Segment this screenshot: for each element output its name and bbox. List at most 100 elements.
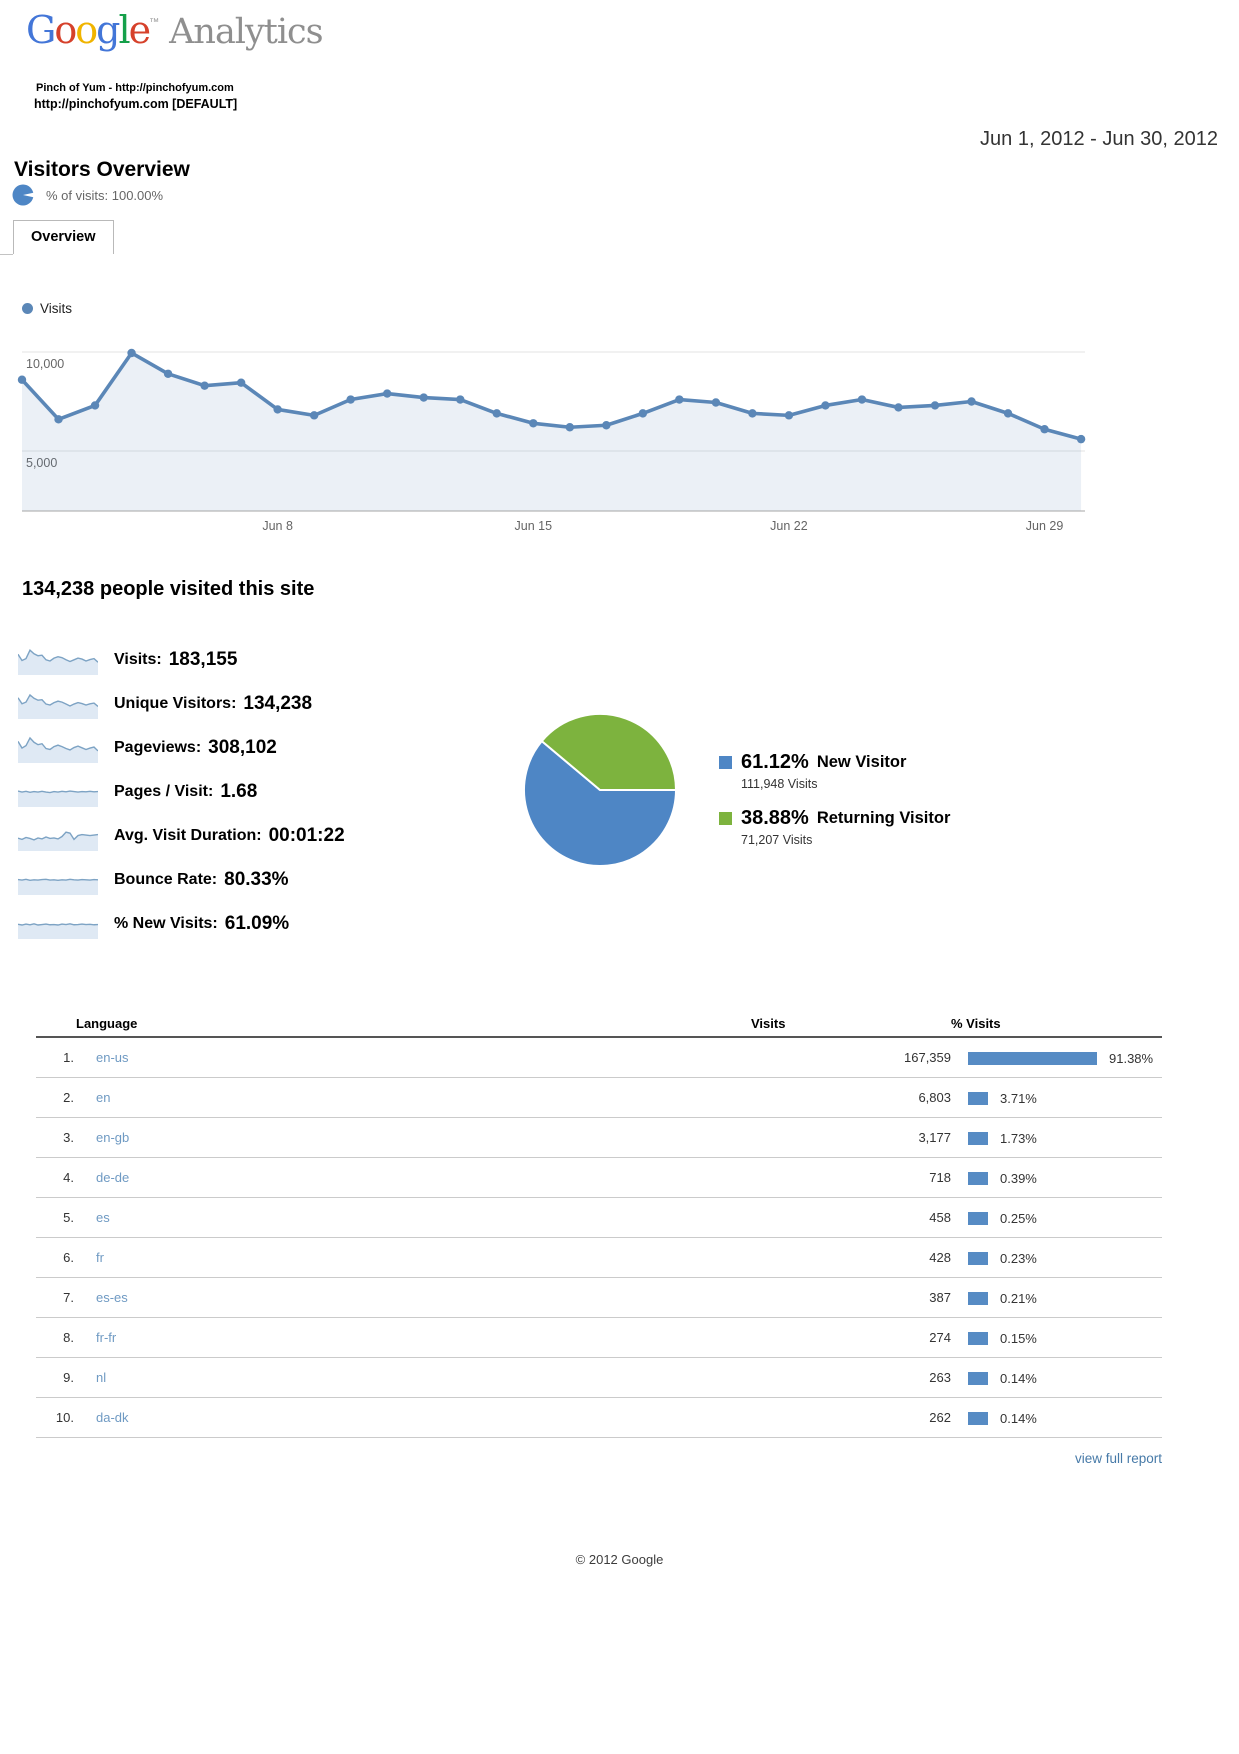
table-row: 9. nl 263 0.14% bbox=[36, 1357, 1162, 1398]
language-table: Language Visits % Visits 1. en-us 167,359 9… bbox=[36, 1010, 1162, 1438]
row-rank: 5. bbox=[36, 1197, 76, 1238]
row-rank: 8. bbox=[36, 1317, 76, 1358]
x-axis-tick: Jun 8 bbox=[262, 519, 293, 533]
data-point bbox=[748, 409, 757, 418]
returning-visitor-swatch-icon bbox=[719, 812, 732, 825]
metric-row: Visits: 183,155 bbox=[18, 645, 345, 675]
view-full-report-link[interactable]: view full report bbox=[1074, 1451, 1162, 1466]
legend-item-returning-visitor: 38.88% Returning Visitor 71,207 Visits bbox=[719, 807, 950, 847]
copyright: © 2012 Google bbox=[575, 1552, 664, 1567]
sparkline-chart bbox=[18, 790, 98, 807]
row-rank: 1. bbox=[36, 1037, 76, 1078]
table-row: 1. en-us 167,359 91.38% bbox=[36, 1037, 1162, 1078]
row-rank: 3. bbox=[36, 1117, 76, 1158]
metric-label: Visits: bbox=[114, 651, 162, 668]
returning-visitor-label: Returning Visitor bbox=[816, 809, 951, 827]
metric-value: 183,155 bbox=[168, 649, 238, 670]
visits-bar bbox=[968, 1131, 988, 1145]
language-link[interactable]: en-gb bbox=[96, 1130, 130, 1145]
metric-row: Unique Visitors: 134,238 bbox=[18, 689, 345, 719]
trademark-mark: ™ bbox=[149, 17, 160, 28]
visitor-type-pie-chart bbox=[522, 712, 678, 868]
logo-letter: g bbox=[96, 8, 120, 52]
language-link[interactable]: es bbox=[96, 1210, 110, 1225]
metric-label: Pageviews: bbox=[114, 739, 202, 756]
x-axis-tick: Jun 15 bbox=[515, 519, 553, 533]
visits-bar bbox=[968, 1091, 988, 1105]
data-point bbox=[602, 421, 611, 430]
page-title: Visitors Overview bbox=[14, 158, 190, 181]
row-visits: 262 bbox=[751, 1397, 951, 1438]
logo-letter: e bbox=[128, 8, 151, 52]
data-point bbox=[17, 375, 27, 384]
language-link[interactable]: es-es bbox=[96, 1290, 128, 1305]
visits-bar bbox=[968, 1171, 988, 1185]
row-percent: 0.23% bbox=[1000, 1250, 1037, 1266]
table-row: 10. da-dk 262 0.14% bbox=[36, 1397, 1162, 1438]
table-row: 5. es 458 0.25% bbox=[36, 1197, 1162, 1238]
row-visits: 458 bbox=[751, 1197, 951, 1238]
percent-visits-pie-icon bbox=[12, 184, 34, 206]
data-point bbox=[1003, 409, 1013, 418]
metric-label: % New Visits: bbox=[114, 915, 218, 932]
language-link[interactable]: da-dk bbox=[96, 1410, 129, 1425]
row-percent: 3.71% bbox=[1000, 1090, 1037, 1106]
sparkline-chart bbox=[18, 736, 98, 763]
language-link[interactable]: fr-fr bbox=[96, 1330, 117, 1345]
percent-of-visits-label: % of visits: 100.00% bbox=[46, 187, 164, 203]
x-axis-tick: Jun 22 bbox=[770, 519, 808, 533]
data-point bbox=[675, 395, 684, 404]
row-visits: 274 bbox=[751, 1317, 951, 1358]
metric-label: Unique Visitors: bbox=[114, 695, 237, 712]
language-link[interactable]: de-de bbox=[96, 1170, 130, 1185]
visits-bar bbox=[968, 1371, 988, 1385]
row-rank: 7. bbox=[36, 1277, 76, 1318]
metric-value: 80.33% bbox=[224, 869, 289, 890]
data-point bbox=[492, 409, 501, 418]
table-row: 2. en 6,803 3.71% bbox=[36, 1077, 1162, 1118]
visits-bar bbox=[968, 1331, 988, 1345]
tab-overview[interactable]: Overview bbox=[13, 220, 114, 254]
language-link[interactable]: fr bbox=[96, 1250, 104, 1265]
metric-value: 61.09% bbox=[224, 913, 290, 934]
chart-legend: Visits bbox=[22, 301, 72, 316]
metric-value: 00:01:22 bbox=[268, 825, 345, 846]
row-percent: 1.73% bbox=[1000, 1130, 1037, 1146]
sparkline-chart bbox=[18, 878, 98, 895]
legend-label: Visits bbox=[40, 301, 73, 316]
language-link[interactable]: en-us bbox=[96, 1050, 129, 1065]
new-visitor-percent: 61.12% bbox=[741, 751, 809, 773]
data-point bbox=[565, 423, 574, 432]
metric-label: Pages / Visit: bbox=[114, 783, 214, 800]
header-rank bbox=[36, 1010, 76, 1038]
data-point bbox=[894, 403, 903, 412]
visitors-headline: 134,238 people visited this site bbox=[22, 578, 315, 600]
tab-overview-label: Overview bbox=[31, 229, 96, 245]
data-point bbox=[784, 411, 794, 420]
row-percent: 0.15% bbox=[1000, 1330, 1037, 1346]
row-visits: 428 bbox=[751, 1237, 951, 1278]
data-point bbox=[711, 398, 721, 407]
pie-slice-new-visitor bbox=[523, 740, 677, 867]
logo-letter: o bbox=[54, 8, 77, 52]
data-point bbox=[1040, 425, 1049, 434]
row-visits: 263 bbox=[751, 1357, 951, 1398]
metric-label: Avg. Visit Duration: bbox=[114, 827, 262, 844]
table-row: 6. fr 428 0.23% bbox=[36, 1237, 1162, 1278]
row-percent: 91.38% bbox=[1109, 1050, 1154, 1066]
data-point bbox=[200, 381, 209, 390]
metric-value: 308,102 bbox=[208, 737, 277, 758]
percent-of-visits-row: % of visits: 100.00% bbox=[12, 184, 163, 206]
language-link[interactable]: nl bbox=[96, 1370, 107, 1385]
language-table-section: Language Visits % Visits 1. en-us 167,359 9… bbox=[36, 1010, 1162, 1466]
metric-row: Avg. Visit Duration: 00:01:22 bbox=[18, 821, 345, 851]
metric-label: Bounce Rate: bbox=[114, 871, 218, 888]
data-point bbox=[346, 395, 355, 404]
data-point bbox=[638, 409, 648, 418]
data-point bbox=[90, 401, 100, 410]
language-link[interactable]: en bbox=[96, 1090, 111, 1105]
row-percent: 0.21% bbox=[1000, 1290, 1037, 1306]
metric-row: Bounce Rate: 80.33% bbox=[18, 865, 345, 895]
returning-visitor-visits: 71,207 Visits bbox=[741, 833, 813, 847]
row-percent: 0.39% bbox=[1000, 1170, 1037, 1186]
